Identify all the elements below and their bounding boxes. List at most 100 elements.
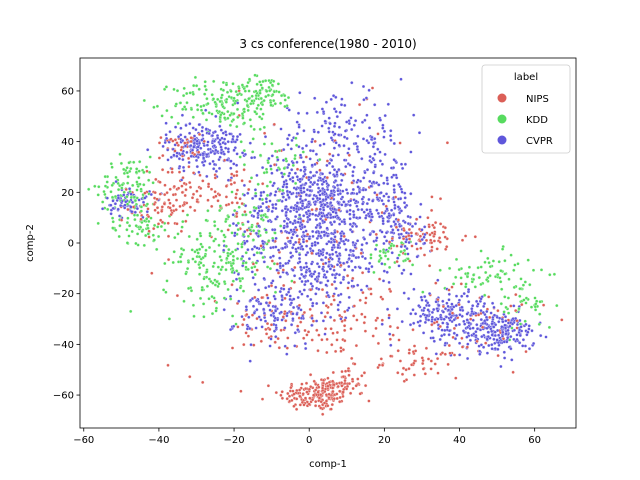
point-cvpr [266, 296, 270, 300]
point-cvpr [354, 199, 358, 203]
point-cvpr [166, 148, 170, 152]
point-nips [347, 153, 351, 157]
point-kdd [222, 280, 227, 284]
point-nips [268, 327, 272, 332]
point-kdd [224, 244, 228, 248]
point-cvpr [297, 213, 302, 217]
point-cvpr [252, 214, 256, 219]
point-cvpr [368, 261, 372, 265]
point-nips [313, 404, 318, 408]
point-nips [335, 392, 339, 396]
point-cvpr [446, 304, 450, 309]
point-cvpr [310, 323, 314, 327]
point-kdd [142, 183, 146, 187]
point-cvpr [332, 168, 337, 172]
point-cvpr [360, 120, 365, 124]
point-nips [210, 204, 214, 209]
point-kdd [506, 311, 511, 315]
point-cvpr [205, 143, 210, 147]
point-nips [487, 295, 491, 299]
point-nips [388, 324, 392, 329]
point-cvpr [517, 341, 522, 345]
point-kdd [203, 80, 207, 84]
point-cvpr [304, 205, 309, 209]
point-cvpr [465, 318, 469, 322]
point-cvpr [351, 221, 356, 226]
point-cvpr [322, 230, 326, 234]
point-nips [396, 371, 400, 375]
point-cvpr [332, 146, 337, 150]
point-kdd [216, 97, 220, 102]
point-nips [376, 132, 380, 136]
point-cvpr [381, 219, 385, 223]
point-nips [264, 332, 269, 336]
point-kdd [253, 73, 257, 77]
point-kdd [265, 265, 270, 269]
point-cvpr [285, 222, 289, 226]
point-kdd [148, 155, 152, 159]
point-kdd [131, 183, 135, 188]
point-cvpr [117, 214, 122, 218]
point-cvpr [250, 247, 254, 251]
point-nips [260, 295, 264, 300]
point-cvpr [223, 142, 227, 146]
point-nips [318, 168, 322, 172]
point-cvpr [356, 283, 360, 287]
point-cvpr [329, 237, 334, 241]
point-nips [298, 394, 302, 398]
point-nips [170, 167, 174, 171]
point-cvpr [471, 304, 475, 308]
point-cvpr [287, 171, 292, 175]
point-cvpr [321, 267, 325, 271]
point-cvpr [477, 349, 482, 353]
point-cvpr [462, 319, 466, 324]
point-cvpr [329, 158, 334, 162]
point-cvpr [387, 280, 391, 285]
point-kdd [267, 85, 271, 90]
point-kdd [96, 221, 100, 226]
point-nips [348, 391, 353, 395]
point-cvpr [476, 302, 480, 306]
point-nips [235, 214, 239, 219]
point-cvpr [307, 237, 311, 241]
point-nips [362, 321, 366, 325]
point-nips [376, 341, 381, 346]
point-kdd [257, 229, 261, 233]
point-cvpr [423, 232, 427, 237]
point-cvpr [231, 134, 235, 139]
point-cvpr [324, 275, 328, 280]
point-cvpr [353, 119, 358, 123]
point-nips [315, 328, 319, 332]
point-cvpr [302, 214, 306, 218]
point-kdd [374, 243, 379, 247]
point-cvpr [421, 331, 426, 335]
point-cvpr [244, 308, 249, 312]
point-cvpr [342, 144, 346, 148]
point-cvpr [180, 152, 185, 156]
point-nips [312, 379, 316, 383]
point-cvpr [485, 309, 489, 314]
point-cvpr [325, 251, 329, 255]
point-kdd [125, 228, 129, 232]
point-cvpr [327, 126, 331, 130]
point-nips [430, 248, 434, 253]
point-nips [255, 268, 259, 272]
point-kdd [208, 231, 212, 236]
point-kdd [256, 182, 260, 186]
point-nips [331, 294, 335, 298]
point-nips [430, 323, 434, 327]
point-cvpr [398, 197, 403, 201]
point-cvpr [308, 269, 312, 273]
point-cvpr [299, 316, 304, 320]
point-kdd [181, 93, 186, 98]
point-nips [438, 324, 442, 329]
point-cvpr [493, 330, 497, 334]
point-cvpr [116, 196, 121, 200]
point-kdd [216, 284, 220, 289]
point-nips [323, 327, 328, 331]
point-nips [325, 175, 329, 180]
point-kdd [201, 302, 206, 306]
point-nips [191, 171, 196, 175]
point-nips [443, 226, 447, 230]
point-nips [380, 297, 385, 301]
